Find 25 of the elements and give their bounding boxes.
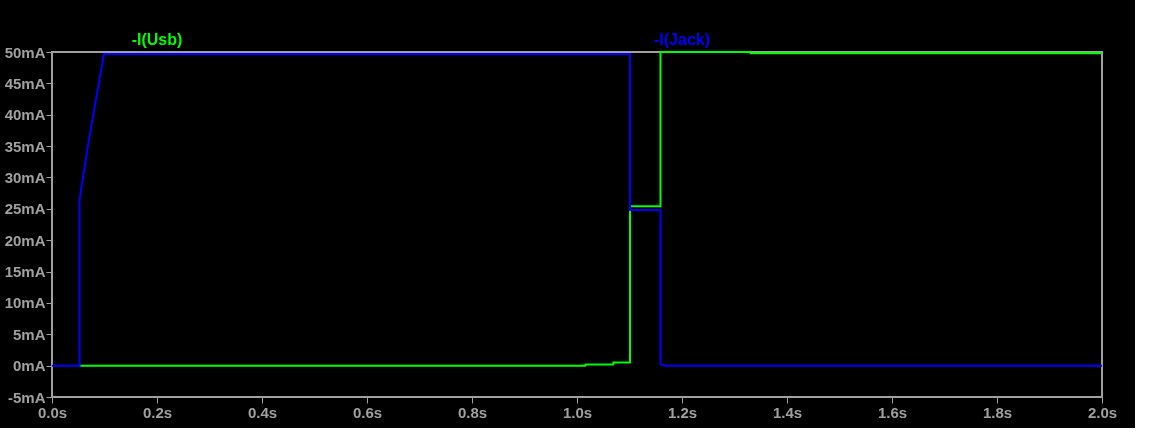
x-tick-label: 1.0s xyxy=(562,403,593,421)
y-tick-label: 15mA xyxy=(4,263,46,281)
y-tick-label: 50mA xyxy=(4,43,46,61)
y-tick-label: 25mA xyxy=(4,200,46,218)
y-tick-label: 20mA xyxy=(4,231,46,249)
text: -I(Usb) xyxy=(131,31,183,48)
x-tick-label: 0.0s xyxy=(37,403,68,421)
x-tick-label: 1.6s xyxy=(877,403,908,421)
y-tick-label: 0mA xyxy=(12,357,46,375)
x-tick-label: 1.4s xyxy=(772,403,803,421)
y-tick-label: 45mA xyxy=(4,74,46,92)
y-tick-label: -5mA xyxy=(7,388,46,406)
y-tick-label: 40mA xyxy=(4,106,46,124)
x-tick-label: 1.8s xyxy=(982,403,1013,421)
x-tick-label: 0.4s xyxy=(247,403,278,421)
x-tick-label: 0.2s xyxy=(142,403,173,421)
x-tick-label: 0.6s xyxy=(352,403,383,421)
y-tick-label: 35mA xyxy=(4,137,46,155)
x-tick-label: 0.8s xyxy=(457,403,488,421)
series-label: -I(Jack) xyxy=(653,31,711,48)
y-tick-label: 5mA xyxy=(12,325,46,343)
y-tick-label: 30mA xyxy=(4,168,46,186)
y-tick-label: 10mA xyxy=(4,294,46,312)
x-tick-label: 1.2s xyxy=(667,403,698,421)
x-tick-label: 2.0s xyxy=(1087,403,1118,421)
